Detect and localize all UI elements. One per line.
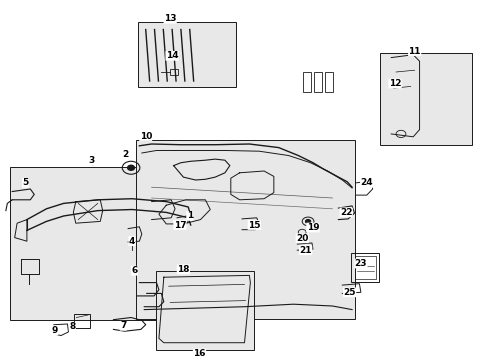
Bar (170, 69, 177, 75)
Text: 15: 15 (247, 220, 260, 230)
Bar (380, 53, 471, 145)
Bar (350, 253, 379, 282)
Text: 8: 8 (69, 323, 75, 331)
Bar (324, 72, 332, 92)
Text: 19: 19 (306, 223, 319, 232)
Text: 9: 9 (51, 326, 58, 335)
Text: 7: 7 (120, 321, 126, 330)
Text: 13: 13 (163, 14, 176, 23)
Text: 2: 2 (122, 150, 128, 158)
Text: 16: 16 (193, 349, 205, 358)
Text: 4: 4 (128, 237, 135, 246)
Circle shape (127, 165, 134, 170)
Text: 11: 11 (407, 46, 420, 55)
Bar (10, 167, 203, 320)
Text: 22: 22 (339, 208, 352, 217)
Bar (303, 72, 310, 92)
Text: 3: 3 (89, 156, 95, 165)
Text: 21: 21 (299, 246, 311, 255)
Text: 12: 12 (388, 79, 401, 88)
Text: 23: 23 (354, 259, 366, 268)
Text: 14: 14 (165, 51, 178, 60)
Text: 1: 1 (186, 211, 192, 220)
Bar (156, 271, 254, 350)
Text: 10: 10 (139, 132, 152, 140)
Text: 5: 5 (22, 178, 28, 187)
Text: 18: 18 (177, 265, 189, 274)
Text: 17: 17 (173, 220, 186, 230)
Text: 20: 20 (295, 234, 308, 243)
Circle shape (305, 220, 310, 223)
Text: 24: 24 (360, 178, 372, 187)
Bar (74, 314, 90, 328)
Bar (136, 140, 354, 319)
Bar (354, 256, 375, 279)
Bar (138, 22, 236, 87)
Text: 25: 25 (343, 288, 355, 297)
Bar (313, 72, 321, 92)
Text: 6: 6 (131, 266, 137, 275)
